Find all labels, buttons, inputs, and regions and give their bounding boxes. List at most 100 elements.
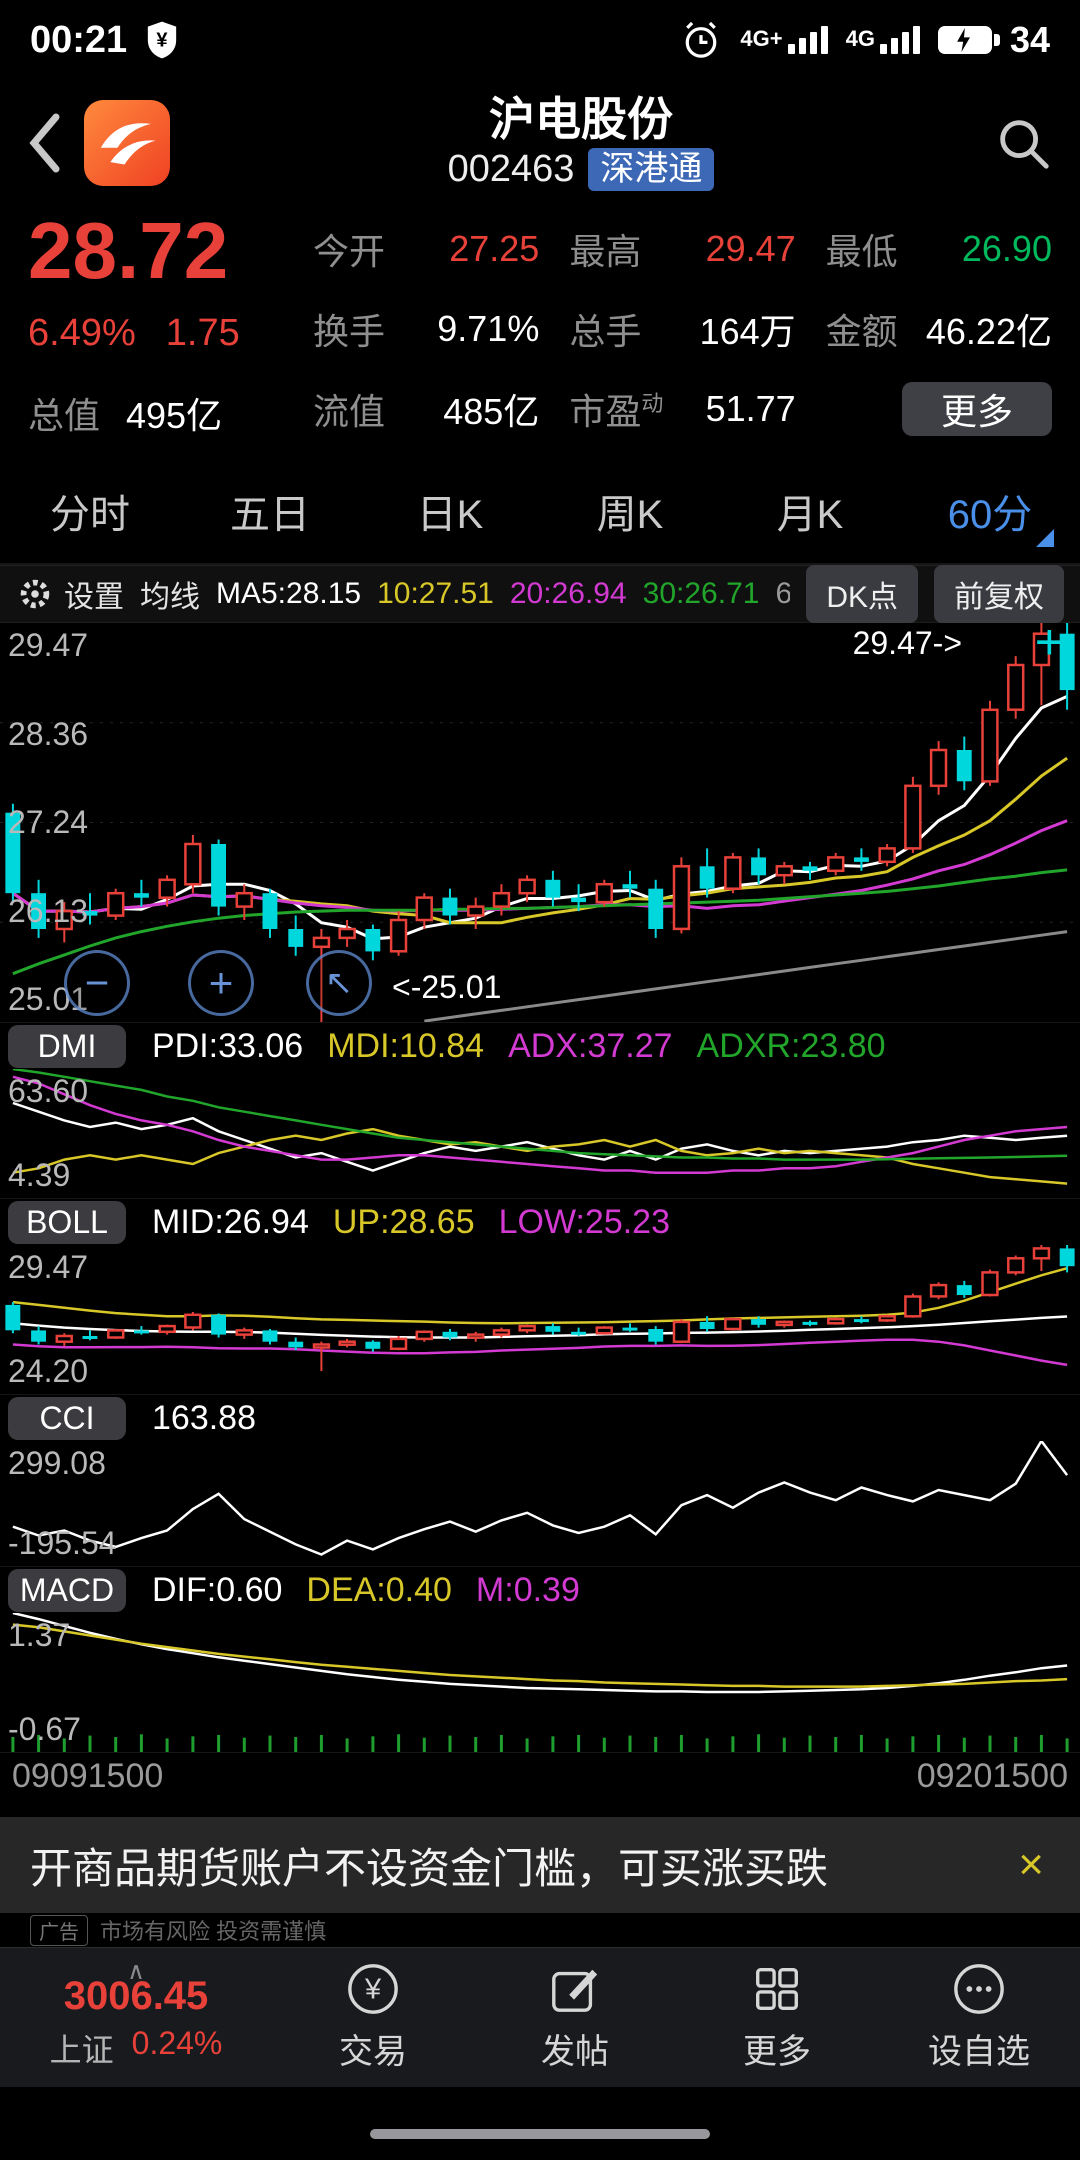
tab-60min[interactable]: 60分 (900, 459, 1080, 563)
boll-chart[interactable] (0, 1245, 1080, 1394)
tab-day-k[interactable]: 日K (416, 493, 484, 537)
quote-label: 总手 (569, 311, 642, 352)
quote-label: 市盈动 (569, 391, 664, 432)
dmi-indicator-header[interactable]: DMI PDI:33.06 MDI:10.84 ADX:37.27 ADXR:23.8… (0, 1023, 1080, 1069)
high-annotation: 29.47-> (852, 625, 962, 661)
chart-toolbar: 设置 均线 MA5:28.15 10:27.51 20:26.94 30:26.71 6… (0, 565, 1080, 623)
expand-caret-icon: ∧ (127, 1958, 145, 1985)
indicator-value: PDI:33.06 (152, 1026, 304, 1065)
stock-name: 沪电股份 (489, 92, 673, 145)
ma-legend: MA5:28.15 10:27.51 20:26.94 30:26.71 60:26.0… (216, 577, 790, 611)
indicator-values: PDI:33.06 MDI:10.84 ADX:37.27 ADXR:23.80 (152, 1027, 886, 1066)
main-kline-chart[interactable] (0, 623, 1080, 1023)
tab-week-k[interactable]: 周K (596, 493, 664, 537)
compose-pencil-icon (552, 1969, 598, 2012)
indicator-value: M:0.39 (475, 1570, 580, 1609)
macd-indicator-header[interactable]: MACD DIF:0.60 DEA:0.40 M:0.39 (0, 1567, 1080, 1613)
indicator-value: DEA:0.40 (306, 1570, 452, 1609)
indicator-value: 163.88 (152, 1398, 256, 1437)
tab-fenshi[interactable]: 分时 (50, 493, 130, 537)
grid-more-icon (756, 1968, 798, 2010)
nav-item-trade[interactable]: ¥ 交易 (272, 1962, 474, 2073)
svg-text:¥: ¥ (157, 30, 169, 52)
indicator-tag[interactable]: MACD (8, 1568, 126, 1612)
search-icon[interactable] (992, 112, 1054, 174)
ad-disclaimer: 广告 市场有风险 投资需谨慎 (0, 1913, 1080, 1947)
indicator-values: 163.88 (152, 1399, 256, 1438)
back-chevron-icon[interactable] (26, 111, 62, 175)
time-axis: 09091500 09201500 (0, 1753, 1080, 1799)
signal-strength-icon-secondary: 4G (846, 26, 920, 54)
dk-point-button[interactable]: DK点 (806, 565, 918, 623)
dmi-chart[interactable] (0, 1067, 1080, 1198)
zoom-in-button[interactable]: + (188, 950, 254, 1016)
settings-button[interactable]: 设置 (16, 572, 124, 616)
change-percent: 6.49% (28, 311, 136, 354)
cci-chart[interactable] (0, 1438, 1080, 1566)
header: 沪电股份 002463 深港通 (0, 80, 1080, 205)
nav-item-watchlist[interactable]: 设自选 (878, 1962, 1080, 2073)
zoom-out-button[interactable]: − (64, 950, 130, 1016)
battery-percent: 34 (1009, 19, 1050, 60)
quote-cell-open: 今开 27.25 (313, 209, 539, 289)
indicator-value: ADX:37.27 (508, 1026, 673, 1065)
nav-item-post[interactable]: 发帖 (474, 1962, 676, 2073)
indicator-tag[interactable]: BOLL (8, 1200, 126, 1244)
quote-label: 最低 (825, 231, 898, 272)
network-type-label: 4G+ (740, 26, 783, 51)
quote-label: 总值 (28, 395, 101, 436)
tab-5day[interactable]: 五日 (230, 493, 310, 537)
more-button[interactable]: 更多 (901, 382, 1052, 436)
dmi-panel: 63.60 4.39 (0, 1067, 1080, 1199)
index-percent: 0.24% (131, 2025, 223, 2061)
chart-canvas (11, 1611, 1069, 1752)
gear-icon (20, 579, 50, 609)
quote-cell-low: 最低 26.90 (826, 209, 1052, 289)
alarm-clock-icon (686, 21, 717, 58)
bottom-nav: ∧ 3006.45 上证 0.24% ¥ 交易 发帖 (0, 1947, 1080, 2087)
macd-chart[interactable] (0, 1611, 1080, 1752)
forward-adjust-button[interactable]: 前复权 (934, 565, 1064, 623)
tab-month-k[interactable]: 月K (776, 493, 844, 537)
close-icon[interactable]: × (1018, 1840, 1044, 1889)
clock-time: 00:21 (30, 18, 128, 61)
quote-grid: 今开 27.25 最高 29.47 最低 26.90 换手 9.71% 总手 164万 金额 46.2… (313, 209, 1052, 455)
indicator-value: MDI:10.84 (327, 1026, 485, 1065)
ad-banner[interactable]: 开商品期货账户不设资金门槛，可买涨买跌 × (0, 1817, 1080, 1913)
last-price: 28.72 (28, 206, 229, 295)
ma-legend-label: 均线 (140, 581, 200, 614)
indicator-value: ADXR:23.80 (696, 1026, 886, 1065)
ma-value: MA5:28.15 (216, 577, 362, 610)
stock-header: 沪电股份 002463 深港通 (192, 92, 970, 192)
ma-value: 60:26.02 (775, 577, 791, 610)
quote-cell-volume: 总手 164万 (569, 289, 795, 369)
quote-panel: 28.72 6.49% 1.75 总值 495亿 今开 27.25 最高 29.47 最… (0, 205, 1080, 455)
price-block: 28.72 6.49% 1.75 总值 495亿 (28, 209, 313, 455)
quote-label: 最高 (569, 231, 642, 272)
settings-label: 设置 (64, 581, 124, 614)
cci-indicator-header[interactable]: CCI 163.88 (0, 1395, 1080, 1441)
zoom-reset-button[interactable]: ↖ (306, 950, 372, 1016)
last-price-marker-icon: + (1034, 614, 1064, 670)
label-superscript: 动 (641, 391, 664, 416)
quote-value: 164万 (699, 311, 796, 352)
ma-value: 20:26.94 (509, 577, 627, 610)
indicator-value: UP:28.65 (332, 1202, 475, 1241)
home-indicator[interactable] (370, 2129, 710, 2139)
indicator-tag[interactable]: CCI (8, 1396, 126, 1440)
app-logo (84, 99, 170, 186)
index-value: 3006.45 (63, 1974, 209, 2018)
nav-label: 发帖 (541, 2033, 609, 2071)
quote-cell-float-cap: 流值 485亿 (313, 369, 539, 449)
ma-value: 30:26.71 (642, 577, 760, 610)
macd-panel: 1.37 -0.67 (0, 1611, 1080, 1753)
stock-code: 002463 (447, 147, 575, 190)
battery-icon (937, 26, 1000, 54)
cci-panel: 299.08 -195.54 (0, 1438, 1080, 1567)
index-quote-button[interactable]: ∧ 3006.45 上证 0.24% (0, 1958, 272, 2071)
indicator-tag[interactable]: DMI (8, 1024, 126, 1068)
boll-indicator-header[interactable]: BOLL MID:26.94 UP:28.65 LOW:25.23 (0, 1199, 1080, 1245)
status-bar: 00:21 ¥ 4G+ 4G 34 (0, 0, 1080, 80)
nav-item-more[interactable]: 更多 (676, 1962, 878, 2073)
